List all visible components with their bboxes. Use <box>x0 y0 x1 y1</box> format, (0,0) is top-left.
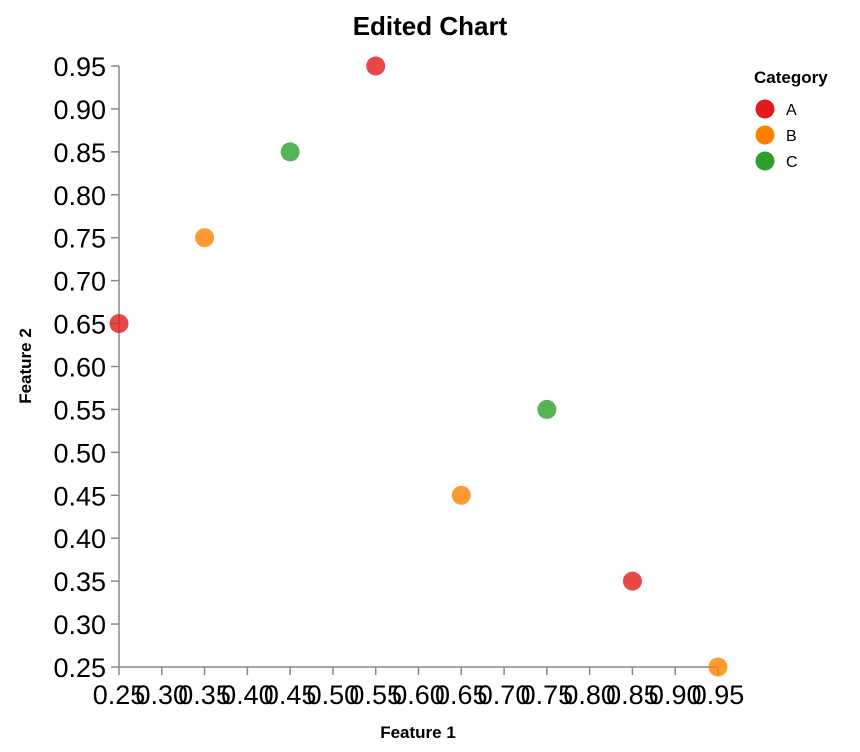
x-tick-label: 0.70 <box>478 680 531 710</box>
x-tick-label: 0.35 <box>178 680 231 710</box>
scatter-point-a <box>622 571 642 591</box>
scatter-point-c <box>280 142 300 162</box>
scatter-points <box>109 56 728 677</box>
x-tick-label: 0.75 <box>521 680 574 710</box>
legend: Category ABC <box>754 68 828 171</box>
x-tick-label: 0.80 <box>563 680 616 710</box>
x-tick-label: 0.45 <box>264 680 317 710</box>
chart-title: Edited Chart <box>353 11 508 41</box>
x-tick-label: 0.90 <box>649 680 702 710</box>
legend-label-c: C <box>786 154 798 171</box>
y-tick-label: 0.35 <box>53 567 106 597</box>
y-tick-label: 0.60 <box>53 353 106 383</box>
y-tick-label: 0.65 <box>53 310 106 340</box>
x-tick-label: 0.95 <box>692 680 745 710</box>
scatter-point-b <box>708 657 728 677</box>
legend-title: Category <box>754 68 828 87</box>
legend-label-a: A <box>786 102 797 119</box>
y-axis-title: Feature 2 <box>16 328 35 404</box>
y-tick-label: 0.25 <box>53 653 106 683</box>
y-tick-label: 0.55 <box>53 395 106 425</box>
legend-swatch-a <box>755 99 775 119</box>
scatter-point-c <box>537 399 557 419</box>
scatter-point-b <box>451 485 471 505</box>
y-tick-label: 0.70 <box>53 267 106 297</box>
y-tick-label: 0.80 <box>53 181 106 211</box>
x-tick-label: 0.65 <box>435 680 488 710</box>
x-tick-label: 0.30 <box>136 680 189 710</box>
y-tick-label: 0.85 <box>53 138 106 168</box>
legend-swatch-b <box>755 125 775 145</box>
x-tick-label: 0.50 <box>307 680 360 710</box>
x-tick-label: 0.85 <box>606 680 659 710</box>
x-tick-label: 0.55 <box>349 680 402 710</box>
y-tick-label: 0.90 <box>53 95 106 125</box>
legend-swatch-c <box>755 151 775 171</box>
x-axis-title: Feature 1 <box>380 723 456 742</box>
scatter-point-a <box>109 314 129 334</box>
x-tick-label: 0.60 <box>392 680 445 710</box>
y-tick-label: 0.30 <box>53 610 106 640</box>
x-tick-label: 0.40 <box>221 680 274 710</box>
y-tick-label: 0.45 <box>53 481 106 511</box>
scatter-point-a <box>366 56 386 76</box>
scatter-point-b <box>195 228 215 248</box>
y-tick-label: 0.40 <box>53 524 106 554</box>
y-tick-label: 0.75 <box>53 224 106 254</box>
y-axis: 0.95 0.90 0.85 0.80 0.75 0.70 0.65 0.60 0.55 0.50… <box>53 52 120 683</box>
y-tick-label: 0.95 <box>53 52 106 82</box>
x-tick-label: 0.25 <box>93 680 146 710</box>
x-axis: 0.250.300.350.400.450.500.550.600.650.70… <box>93 666 745 710</box>
y-tick-label: 0.50 <box>53 438 106 468</box>
legend-label-b: B <box>786 128 797 145</box>
